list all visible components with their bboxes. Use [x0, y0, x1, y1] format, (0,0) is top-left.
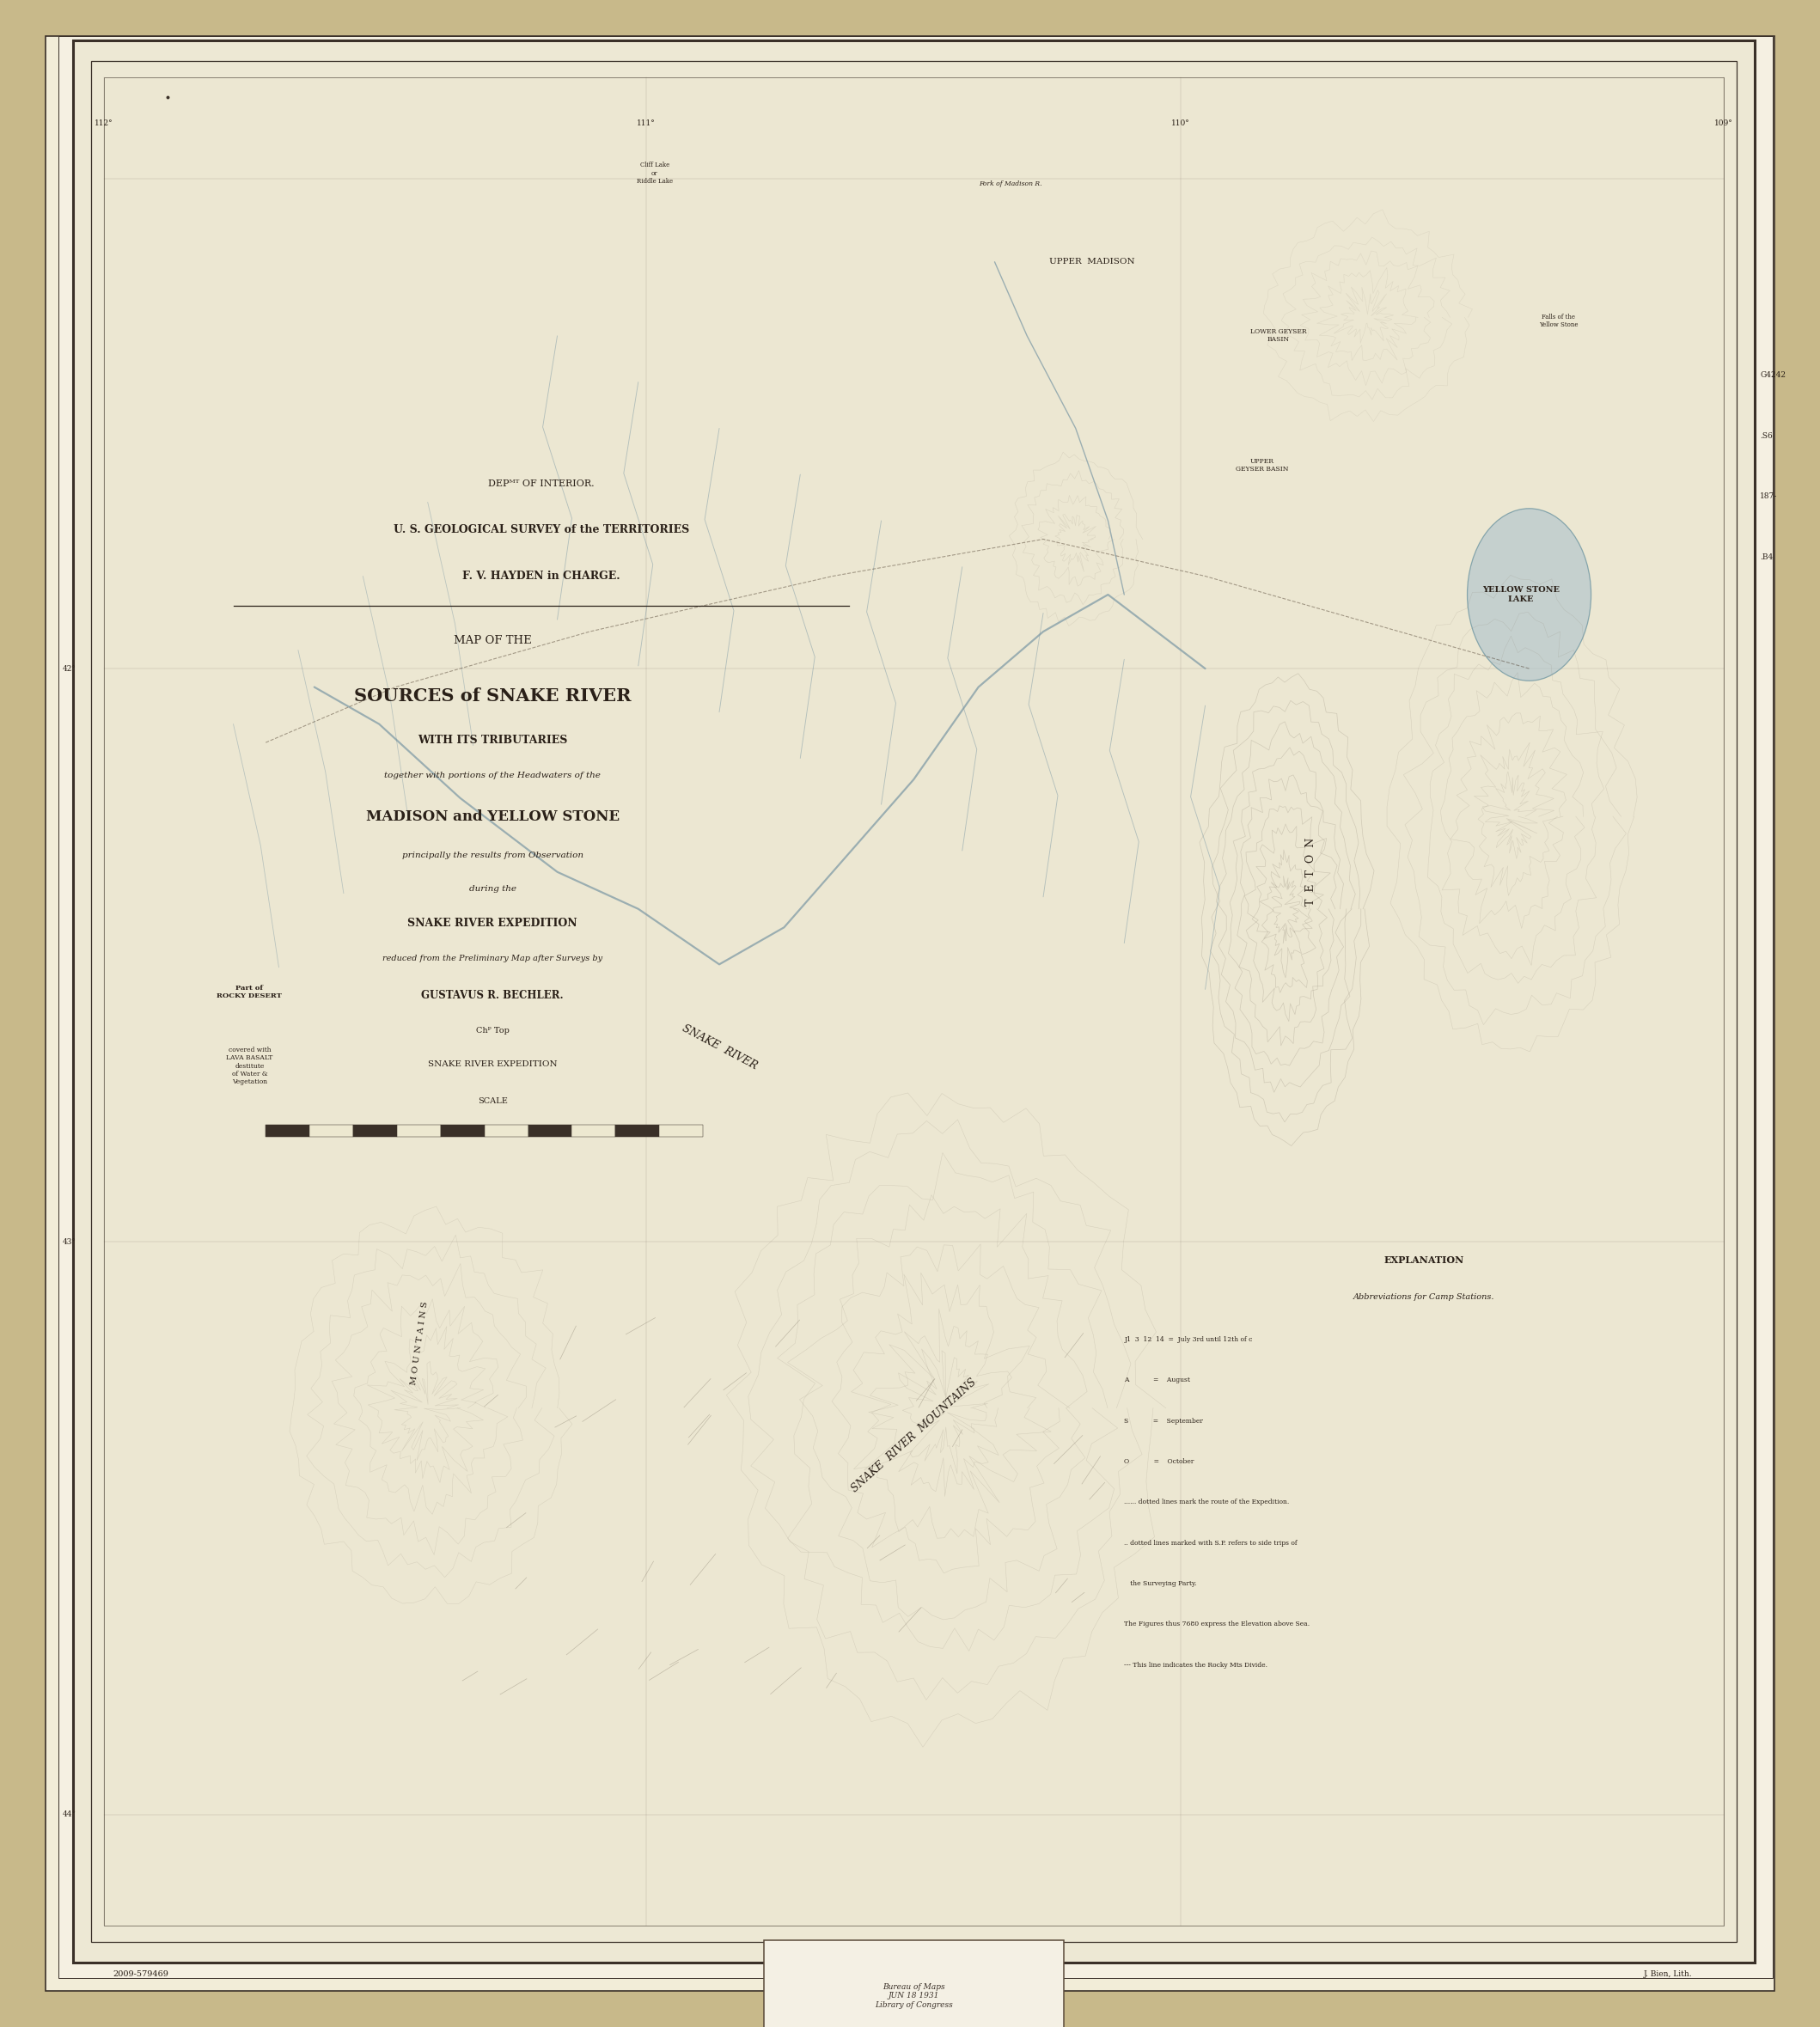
Text: 42°: 42°: [62, 665, 76, 673]
Bar: [309, 1125, 353, 1137]
Bar: [484, 1125, 528, 1137]
Text: EXPLANATION: EXPLANATION: [1383, 1255, 1463, 1265]
Text: together with portions of the Headwaters of the: together with portions of the Headwaters…: [384, 772, 601, 780]
Text: UPPER
GEYSER BASIN: UPPER GEYSER BASIN: [1236, 458, 1289, 472]
Text: GUSTAVUS R. BECHLER.: GUSTAVUS R. BECHLER.: [422, 991, 564, 1001]
Text: T  E  T  O  N: T E T O N: [1305, 837, 1316, 906]
Text: 112°: 112°: [95, 120, 113, 128]
Text: MAP OF THE: MAP OF THE: [453, 634, 531, 647]
Text: SNAKE RIVER EXPEDITION: SNAKE RIVER EXPEDITION: [428, 1060, 557, 1068]
Bar: [266, 1125, 309, 1137]
Text: SNAKE RIVER EXPEDITION: SNAKE RIVER EXPEDITION: [408, 918, 577, 928]
Text: .. dotted lines marked with S.P. refers to side trips of: .. dotted lines marked with S.P. refers …: [1125, 1541, 1298, 1547]
Text: DEPᴹᵀ OF INTERIOR.: DEPᴹᵀ OF INTERIOR.: [488, 480, 593, 489]
Bar: [104, 77, 1724, 1926]
Text: Fork of Madison R.: Fork of Madison R.: [979, 180, 1043, 189]
Text: UPPER  MADISON: UPPER MADISON: [1048, 257, 1134, 266]
Text: J. Bien, Lith.: J. Bien, Lith.: [1643, 1970, 1693, 1978]
Bar: [615, 1125, 659, 1137]
Text: 2009-579469: 2009-579469: [113, 1970, 169, 1978]
Text: SNAKE  RIVER: SNAKE RIVER: [681, 1024, 759, 1072]
Text: SCALE: SCALE: [477, 1097, 508, 1105]
Text: LOWER GEYSER
BASIN: LOWER GEYSER BASIN: [1250, 328, 1307, 343]
Text: Falls of the
Yellow Stone: Falls of the Yellow Stone: [1538, 314, 1578, 328]
Bar: [659, 1125, 703, 1137]
Text: ...... dotted lines mark the route of the Expedition.: ...... dotted lines mark the route of th…: [1125, 1498, 1289, 1506]
Bar: [764, 1940, 1063, 2027]
Text: MADISON and YELLOW STONE: MADISON and YELLOW STONE: [366, 809, 619, 823]
Text: covered with
LAVA BASALT
destitute
of Water &
Vegetation: covered with LAVA BASALT destitute of Wa…: [226, 1046, 273, 1084]
Text: .B4: .B4: [1760, 553, 1773, 561]
Text: M O U N T A I N S: M O U N T A I N S: [410, 1301, 430, 1386]
Text: SNAKE  RIVER  MOUNTAINS: SNAKE RIVER MOUNTAINS: [848, 1376, 979, 1494]
Text: 187-: 187-: [1760, 493, 1778, 501]
Text: Bureau of Maps
JUN 18 1931
Library of Congress: Bureau of Maps JUN 18 1931 Library of Co…: [875, 1982, 952, 2009]
Bar: [440, 1125, 484, 1137]
Text: 109°: 109°: [1714, 120, 1733, 128]
Text: G4242: G4242: [1760, 371, 1785, 379]
Ellipse shape: [1467, 509, 1591, 681]
Text: reduced from the Preliminary Map after Surveys by: reduced from the Preliminary Map after S…: [382, 955, 602, 963]
Text: 44°: 44°: [62, 1810, 76, 1818]
Text: during the: during the: [470, 884, 517, 892]
Text: --- This line indicates the Rocky Mts Divide.: --- This line indicates the Rocky Mts Di…: [1125, 1662, 1269, 1668]
Text: Abbreviations for Camp Stations.: Abbreviations for Camp Stations.: [1354, 1293, 1494, 1301]
Text: J1  3  12  14  =  July 3rd until 12th of c: J1 3 12 14 = July 3rd until 12th of c: [1125, 1336, 1252, 1344]
Text: Chᴾ Top: Chᴾ Top: [475, 1028, 510, 1034]
Text: WITH ITS TRIBUTARIES: WITH ITS TRIBUTARIES: [417, 736, 568, 746]
Text: S            =    September: S = September: [1125, 1417, 1203, 1425]
Text: SOURCES of SNAKE RIVER: SOURCES of SNAKE RIVER: [353, 687, 632, 705]
Bar: [353, 1125, 397, 1137]
Text: 43°: 43°: [62, 1238, 76, 1245]
Text: The Figures thus 7680 express the Elevation above Sea.: The Figures thus 7680 express the Elevat…: [1125, 1622, 1310, 1628]
Text: U. S. GEOLOGICAL SURVEY of the TERRITORIES: U. S. GEOLOGICAL SURVEY of the TERRITORI…: [393, 525, 690, 535]
Text: Cliff Lake
or
Riddle Lake: Cliff Lake or Riddle Lake: [637, 162, 673, 184]
Text: the Surveying Party.: the Surveying Party.: [1125, 1581, 1198, 1587]
Text: .S6: .S6: [1760, 432, 1773, 440]
Text: A            =    August: A = August: [1125, 1376, 1190, 1384]
Text: Part of
ROCKY DESERT: Part of ROCKY DESERT: [217, 985, 282, 999]
Bar: [571, 1125, 615, 1137]
Text: F. V. HAYDEN in CHARGE.: F. V. HAYDEN in CHARGE.: [462, 570, 621, 582]
Text: 110°: 110°: [1172, 120, 1190, 128]
Text: principally the results from Observation: principally the results from Observation: [402, 851, 582, 859]
Bar: [397, 1125, 440, 1137]
Text: 111°: 111°: [637, 120, 655, 128]
Text: O            =    October: O = October: [1125, 1457, 1194, 1466]
Text: YELLOW STONE
LAKE: YELLOW STONE LAKE: [1483, 586, 1560, 602]
Bar: [528, 1125, 571, 1137]
